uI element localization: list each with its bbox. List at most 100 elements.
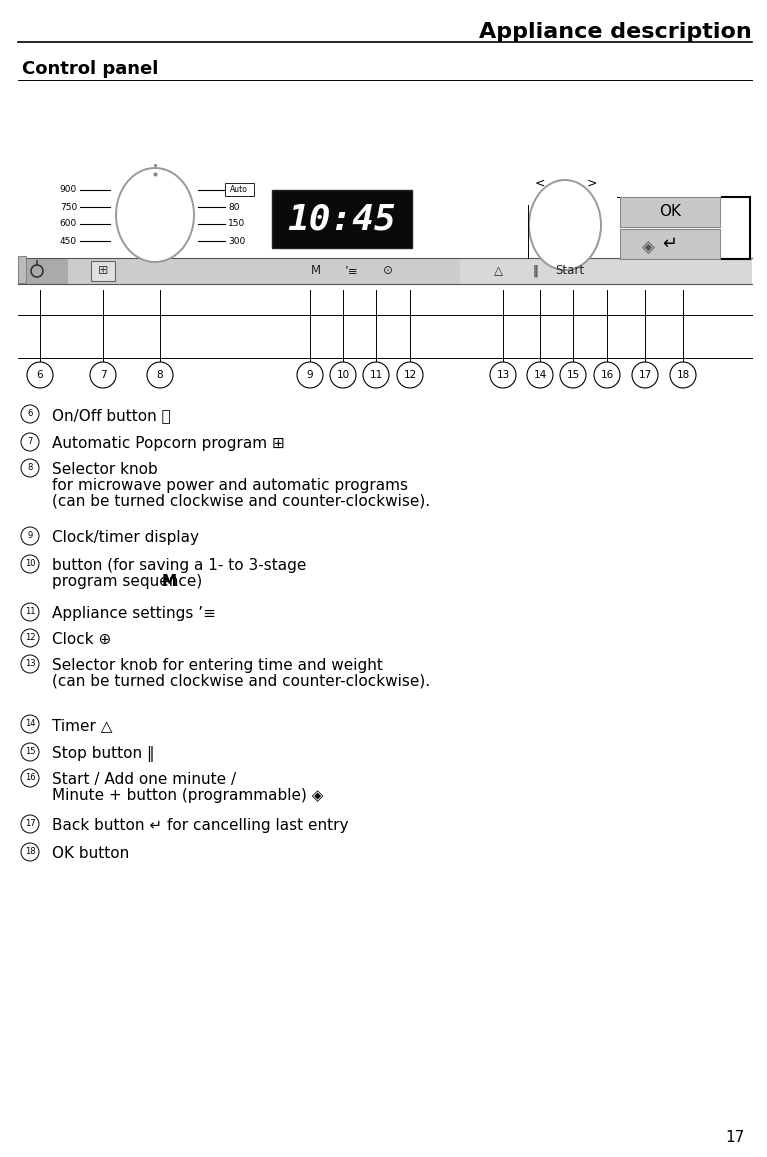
Text: Automatic Popcorn program ⊞: Automatic Popcorn program ⊞ [52, 436, 285, 451]
FancyBboxPatch shape [18, 256, 26, 283]
Text: M: M [162, 574, 177, 589]
Text: On/Off button Ⓘ: On/Off button Ⓘ [52, 408, 171, 423]
Text: >: > [587, 177, 597, 190]
Text: 150: 150 [228, 220, 245, 228]
Circle shape [147, 362, 173, 388]
Text: 12: 12 [403, 370, 416, 379]
Text: 11: 11 [370, 370, 383, 379]
Text: 80: 80 [228, 202, 239, 212]
Circle shape [330, 362, 356, 388]
Circle shape [527, 362, 553, 388]
Text: 9: 9 [28, 531, 33, 540]
Text: 9: 9 [307, 370, 313, 379]
Text: Back button ↵ for cancelling last entry: Back button ↵ for cancelling last entry [52, 818, 348, 833]
Circle shape [21, 555, 39, 573]
Text: 14: 14 [25, 720, 35, 729]
Text: OK button: OK button [52, 846, 130, 861]
Text: 900: 900 [60, 185, 77, 194]
Circle shape [90, 362, 116, 388]
Text: 17: 17 [638, 370, 652, 379]
FancyBboxPatch shape [91, 261, 115, 281]
Text: 750: 750 [60, 202, 77, 212]
Text: program sequence): program sequence) [52, 574, 207, 589]
Circle shape [490, 362, 516, 388]
Circle shape [670, 362, 696, 388]
Text: 7: 7 [100, 370, 107, 379]
Circle shape [21, 526, 39, 545]
Text: 16: 16 [601, 370, 614, 379]
Circle shape [594, 362, 620, 388]
Text: 17: 17 [25, 819, 35, 828]
Text: button (for saving a 1- to 3-stage: button (for saving a 1- to 3-stage [52, 558, 306, 573]
FancyBboxPatch shape [272, 190, 412, 248]
Text: 450: 450 [60, 236, 77, 245]
Circle shape [397, 362, 423, 388]
Text: 18: 18 [676, 370, 690, 379]
Circle shape [21, 815, 39, 833]
Text: 10:45: 10:45 [288, 202, 397, 236]
Text: ’≡: ’≡ [345, 265, 359, 278]
Text: ‖: ‖ [532, 265, 538, 278]
Text: Timer △: Timer △ [52, 718, 113, 734]
Text: 12: 12 [25, 634, 35, 642]
Text: ◈: ◈ [642, 239, 654, 257]
Text: 15: 15 [566, 370, 580, 379]
FancyBboxPatch shape [18, 258, 68, 283]
Ellipse shape [529, 180, 601, 270]
Circle shape [21, 715, 39, 734]
Text: 11: 11 [25, 607, 35, 617]
Circle shape [363, 362, 389, 388]
Circle shape [21, 405, 39, 423]
Text: 15: 15 [25, 747, 35, 757]
Text: 10: 10 [25, 560, 35, 568]
Text: 18: 18 [25, 847, 35, 856]
Text: Appliance description: Appliance description [479, 22, 752, 42]
Text: Control panel: Control panel [22, 60, 158, 78]
Circle shape [27, 362, 53, 388]
Text: 13: 13 [496, 370, 509, 379]
Text: 6: 6 [28, 410, 33, 419]
Text: 600: 600 [60, 220, 77, 228]
Circle shape [21, 459, 39, 477]
Text: 6: 6 [37, 370, 43, 379]
Circle shape [21, 769, 39, 787]
Text: for microwave power and automatic programs: for microwave power and automatic progra… [52, 478, 408, 493]
Text: 16: 16 [25, 774, 35, 782]
Circle shape [21, 629, 39, 647]
Text: Start / Add one minute /: Start / Add one minute / [52, 772, 236, 787]
Circle shape [560, 362, 586, 388]
Circle shape [21, 843, 39, 861]
FancyBboxPatch shape [620, 229, 720, 259]
Text: Minute + button (programmable) ◈: Minute + button (programmable) ◈ [52, 788, 324, 803]
FancyBboxPatch shape [620, 197, 720, 227]
Text: 10: 10 [337, 370, 350, 379]
Text: Stop button ‖: Stop button ‖ [52, 746, 155, 762]
Text: OK: OK [659, 205, 681, 220]
Text: 300: 300 [228, 236, 245, 245]
Text: (can be turned clockwise and counter-clockwise).: (can be turned clockwise and counter-clo… [52, 675, 430, 690]
Circle shape [632, 362, 658, 388]
Text: △: △ [493, 265, 502, 278]
Text: (can be turned clockwise and counter-clockwise).: (can be turned clockwise and counter-clo… [52, 494, 430, 509]
Text: 8: 8 [28, 464, 33, 472]
Circle shape [297, 362, 323, 388]
Text: ⊙: ⊙ [383, 265, 393, 278]
Text: Appliance settings ’≡: Appliance settings ’≡ [52, 606, 216, 621]
Text: 8: 8 [156, 370, 163, 379]
Text: 17: 17 [726, 1130, 745, 1145]
FancyBboxPatch shape [225, 183, 254, 196]
Circle shape [21, 433, 39, 451]
Text: ⊞: ⊞ [97, 265, 108, 278]
Circle shape [21, 603, 39, 621]
Circle shape [21, 655, 39, 673]
Circle shape [21, 743, 39, 761]
Ellipse shape [116, 168, 194, 261]
Text: M: M [311, 265, 321, 278]
Text: 7: 7 [28, 437, 33, 447]
Text: Clock ⊕: Clock ⊕ [52, 632, 111, 647]
Text: Selector knob for entering time and weight: Selector knob for entering time and weig… [52, 658, 383, 673]
FancyBboxPatch shape [460, 258, 752, 283]
Text: ↵: ↵ [663, 235, 677, 253]
Text: 13: 13 [25, 659, 35, 669]
Text: Selector knob: Selector knob [52, 462, 158, 477]
